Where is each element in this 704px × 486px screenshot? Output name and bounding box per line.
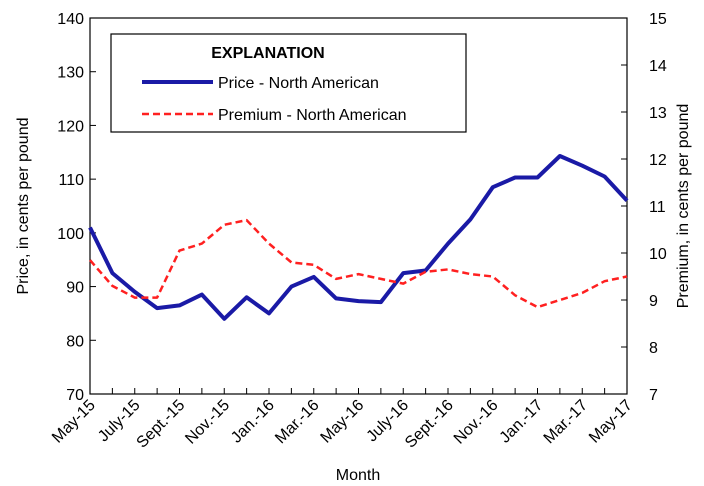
x-axis-tick-label: Jan.-16 [228,397,278,447]
right-axis-tick-label: 13 [649,105,667,122]
x-axis-tick-label: May-16 [318,397,368,447]
x-axis-tick-label: Jan.-17 [497,397,547,447]
x-axis-tick-label: Sept.-16 [402,397,457,452]
left-axis-tick-label: 120 [57,118,84,135]
left-axis-tick-label: 100 [57,226,84,243]
x-axis-tick-label: Nov.-16 [451,397,502,448]
left-axis-tick-label: 140 [57,11,84,28]
left-axis-tick-label: 130 [57,65,84,82]
right-axis-tick-label: 7 [649,387,658,404]
x-axis-tick-label: Sept.-15 [134,397,189,452]
x-axis-tick-label: May-17 [586,397,636,447]
right-axis-tick-label: 11 [649,199,666,216]
left-axis-tick-label: 70 [66,387,84,404]
legend-label: Price - North American [218,75,379,92]
series-layer [88,154,629,321]
price-series-line [88,154,629,321]
x-axis-tick-label: Mar.-17 [541,397,591,447]
right-axis-tick-label: 8 [649,340,658,357]
right-axis-tick-label: 12 [649,152,667,169]
left-axis-tick-label: 90 [66,280,84,297]
right-axis-tick-label: 10 [649,246,667,263]
right-axis-tick-label: 9 [649,293,658,310]
premium-series-line [89,218,628,309]
right-axis-title: Premium, in cents per pound [675,104,692,309]
x-axis-tick-label: Nov.-15 [182,397,233,448]
legend-label: Premium - North American [218,107,407,124]
legend-title: EXPLANATION [211,45,324,62]
legend: EXPLANATION Price - North American Premium… [110,33,467,133]
right-axis-tick-label: 14 [649,58,667,75]
left-axis-title: Price, in cents per pound [15,118,32,295]
left-axis-tick-label: 80 [66,333,84,350]
right-axis-tick-label: 15 [649,11,667,28]
x-axis-tick-label: May-15 [49,397,99,447]
x-axis-title: Month [336,467,380,484]
x-axis-tick-label: Mar.-16 [272,397,322,447]
left-axis-tick-label: 110 [58,172,84,189]
